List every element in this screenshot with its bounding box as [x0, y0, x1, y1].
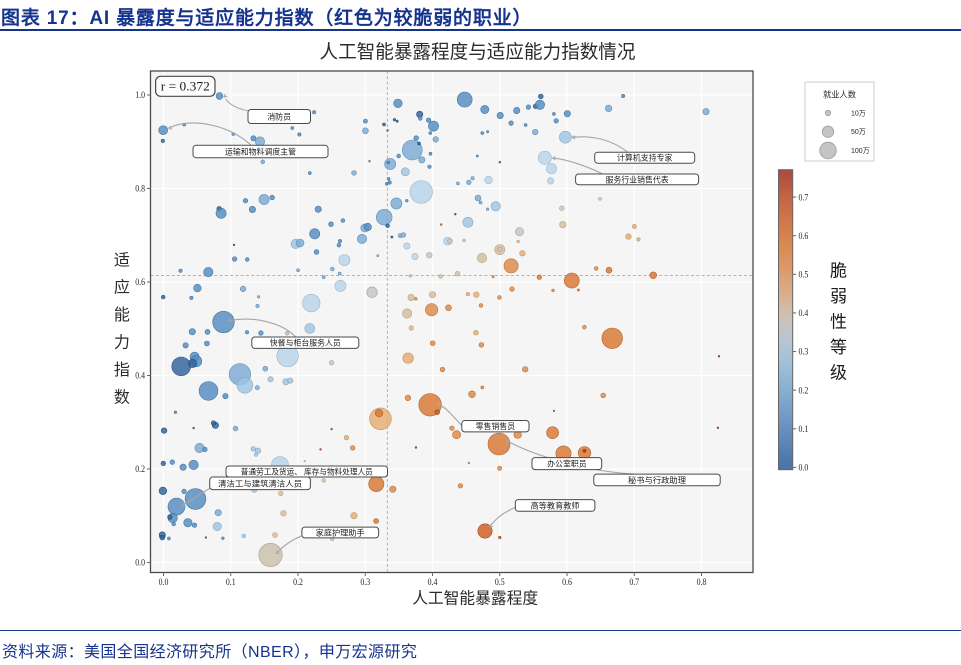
- svg-text:办公室职员: 办公室职员: [547, 459, 587, 469]
- svg-text:0.7: 0.7: [629, 578, 639, 588]
- svg-text:数: 数: [114, 388, 130, 406]
- svg-text:弱: 弱: [830, 287, 847, 306]
- svg-text:0.5: 0.5: [495, 578, 505, 588]
- svg-text:10万: 10万: [851, 110, 866, 118]
- svg-text:等: 等: [830, 338, 847, 357]
- svg-text:0.0: 0.0: [159, 578, 169, 588]
- svg-text:0.1: 0.1: [226, 578, 236, 588]
- svg-text:0.3: 0.3: [360, 578, 370, 588]
- svg-text:应: 应: [114, 278, 130, 297]
- svg-text:适: 适: [114, 251, 130, 269]
- svg-text:0.8: 0.8: [135, 185, 145, 195]
- svg-text:能: 能: [114, 306, 130, 324]
- svg-text:人工智能暴露程度: 人工智能暴露程度: [412, 590, 538, 608]
- svg-text:0.7: 0.7: [799, 193, 809, 203]
- svg-text:0.6: 0.6: [562, 578, 572, 588]
- svg-text:运输和物料调度主管: 运输和物料调度主管: [225, 147, 296, 157]
- svg-text:0.2: 0.2: [135, 465, 145, 475]
- svg-text:r = 0.372: r = 0.372: [161, 79, 210, 94]
- svg-text:0.5: 0.5: [799, 271, 809, 281]
- svg-text:人工智能暴露程度与适应能力指数情况: 人工智能暴露程度与适应能力指数情况: [320, 41, 636, 63]
- svg-text:50万: 50万: [851, 128, 866, 136]
- svg-text:计算机支持专家: 计算机支持专家: [617, 153, 673, 163]
- svg-text:0.1: 0.1: [799, 425, 809, 435]
- svg-text:100万: 100万: [851, 147, 870, 155]
- svg-text:0.4: 0.4: [799, 309, 809, 319]
- svg-text:0.0: 0.0: [799, 464, 809, 474]
- svg-text:0.3: 0.3: [799, 348, 809, 358]
- svg-text:1.0: 1.0: [135, 91, 145, 101]
- svg-text:0.2: 0.2: [799, 386, 809, 396]
- svg-text:指: 指: [114, 361, 130, 379]
- svg-text:秘书与行政助理: 秘书与行政助理: [628, 475, 686, 485]
- svg-text:高等教育教师: 高等教育教师: [531, 501, 580, 511]
- svg-text:0.4: 0.4: [135, 372, 145, 382]
- svg-text:服务行业销售代表: 服务行业销售代表: [606, 174, 669, 184]
- svg-text:零售销售员: 零售销售员: [476, 421, 516, 431]
- svg-text:力: 力: [114, 334, 130, 352]
- svg-text:0.2: 0.2: [293, 578, 303, 588]
- svg-text:0.6: 0.6: [799, 232, 809, 242]
- svg-text:级: 级: [830, 364, 847, 383]
- svg-text:0.6: 0.6: [135, 278, 145, 288]
- svg-text:消防员: 消防员: [267, 112, 291, 122]
- svg-text:清洁工与建筑清洁人员: 清洁工与建筑清洁人员: [218, 478, 302, 488]
- svg-text:快餐与柜台服务人员: 快餐与柜台服务人员: [270, 338, 341, 348]
- svg-text:0.8: 0.8: [697, 578, 707, 588]
- svg-text:脆: 脆: [830, 262, 847, 281]
- svg-text:性: 性: [830, 313, 847, 332]
- svg-text:0.0: 0.0: [135, 559, 145, 569]
- svg-text:家庭护理助手: 家庭护理助手: [316, 528, 365, 538]
- svg-text:就业人数: 就业人数: [823, 90, 856, 100]
- svg-text:0.4: 0.4: [428, 578, 438, 588]
- svg-text:普通劳工及货运、 库存与物料处理人员: 普通劳工及货运、 库存与物料处理人员: [241, 467, 373, 477]
